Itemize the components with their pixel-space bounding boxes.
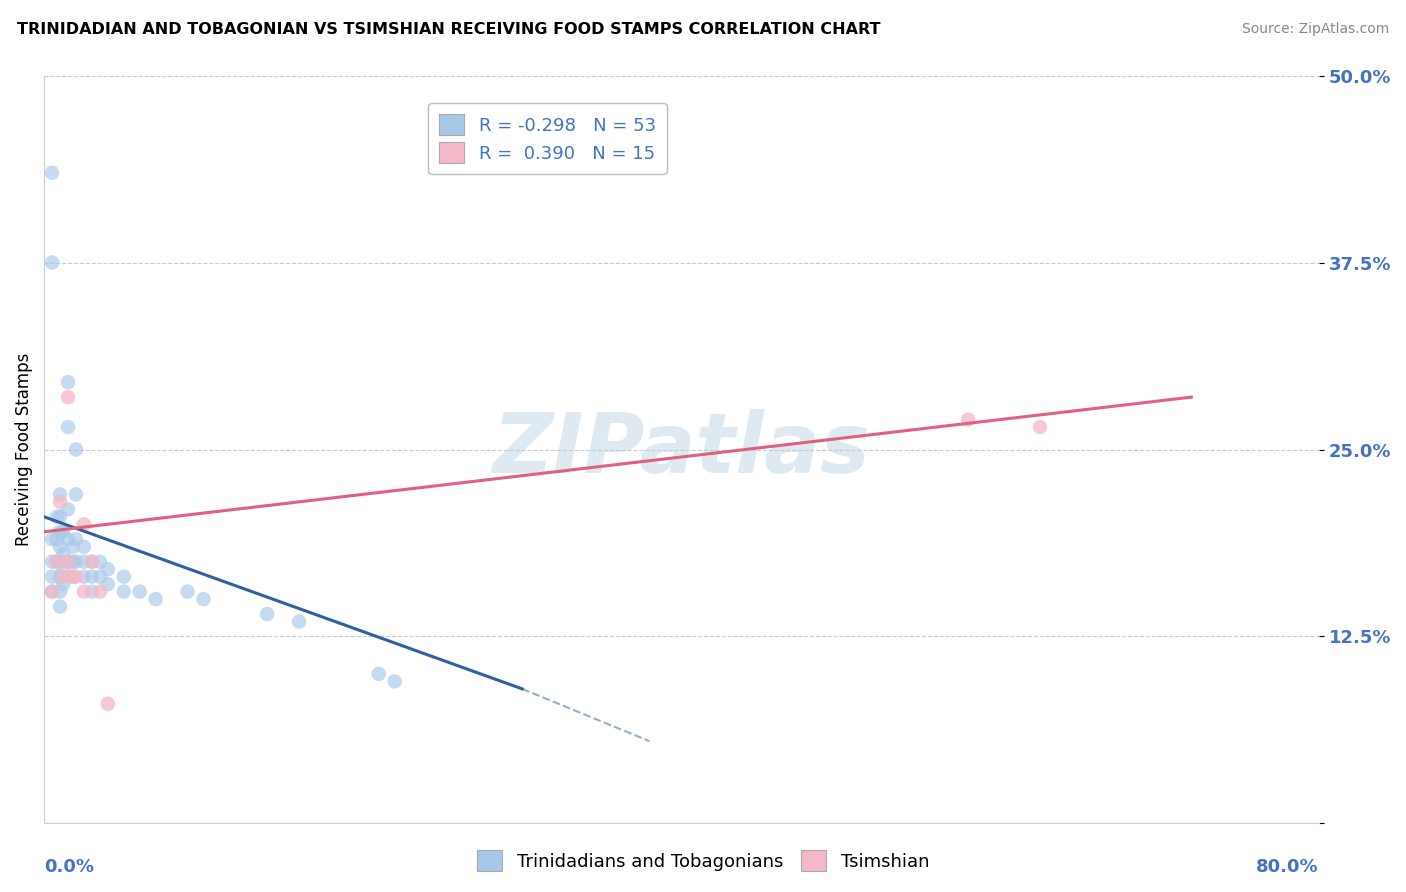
Point (65, 569, 87, 583)
Point (49, 487, 72, 501)
Point (41, 166, 63, 180)
Point (80, 569, 103, 583)
Point (73, 584, 96, 599)
Text: TRINIDADIAN AND TOBAGONIAN VS TSIMSHIAN RECEIVING FOOD STAMPS CORRELATION CHART: TRINIDADIAN AND TOBAGONIAN VS TSIMSHIAN … (17, 22, 880, 37)
Legend: R = -0.298   N = 53, R =  0.390   N = 15: R = -0.298 N = 53, R = 0.390 N = 15 (429, 103, 666, 174)
Point (41, 584, 63, 599)
Point (52, 524, 75, 539)
Point (56, 420, 79, 434)
Point (89, 555, 111, 569)
Point (49, 495, 72, 509)
Point (45, 555, 67, 569)
Point (45, 533, 67, 547)
Point (1029, 420, 1052, 434)
Point (65, 442, 87, 457)
Point (65, 533, 87, 547)
Point (367, 666, 389, 681)
Point (62, 555, 84, 569)
Y-axis label: Receiving Food Stamps: Receiving Food Stamps (15, 353, 32, 546)
Point (97, 697, 120, 711)
Point (49, 584, 72, 599)
Point (41, 584, 63, 599)
Point (52, 547, 75, 561)
Point (49, 509, 72, 524)
Point (49, 555, 72, 569)
Point (56, 502, 79, 516)
Point (49, 599, 72, 614)
Point (80, 555, 103, 569)
Point (56, 375, 79, 389)
Point (62, 569, 84, 583)
Text: ZIPatlas: ZIPatlas (492, 409, 870, 490)
Point (49, 540, 72, 554)
Point (957, 412, 980, 426)
Point (97, 577, 120, 591)
Point (73, 569, 96, 583)
Text: Source: ZipAtlas.com: Source: ZipAtlas.com (1241, 22, 1389, 37)
Text: 0.0%: 0.0% (44, 858, 94, 876)
Point (62, 569, 84, 583)
Point (62, 540, 84, 554)
Point (45, 509, 67, 524)
Point (145, 592, 167, 607)
Point (80, 555, 103, 569)
Point (73, 540, 96, 554)
Point (41, 533, 63, 547)
Point (176, 584, 198, 599)
Point (256, 607, 278, 621)
Point (45, 555, 67, 569)
Point (49, 524, 72, 539)
Point (288, 615, 311, 629)
Point (56, 533, 79, 547)
Point (80, 584, 103, 599)
Point (52, 577, 75, 591)
Point (112, 584, 135, 599)
Point (41, 555, 63, 569)
Point (56, 555, 79, 569)
Point (89, 569, 111, 583)
Point (41, 255, 63, 269)
Point (65, 487, 87, 501)
Point (89, 584, 111, 599)
Point (41, 569, 63, 583)
Point (56, 555, 79, 569)
Point (49, 569, 72, 583)
Point (52, 569, 75, 583)
Point (73, 555, 96, 569)
Text: 80.0%: 80.0% (1256, 858, 1319, 876)
Point (52, 562, 75, 576)
Point (384, 674, 406, 689)
Legend: Trinidadians and Tobagonians, Tsimshian: Trinidadians and Tobagonians, Tsimshian (470, 843, 936, 879)
Point (73, 517, 96, 532)
Point (112, 569, 135, 583)
Point (193, 592, 215, 607)
Point (56, 390, 79, 404)
Point (97, 562, 120, 576)
Point (65, 555, 87, 569)
Point (128, 584, 150, 599)
